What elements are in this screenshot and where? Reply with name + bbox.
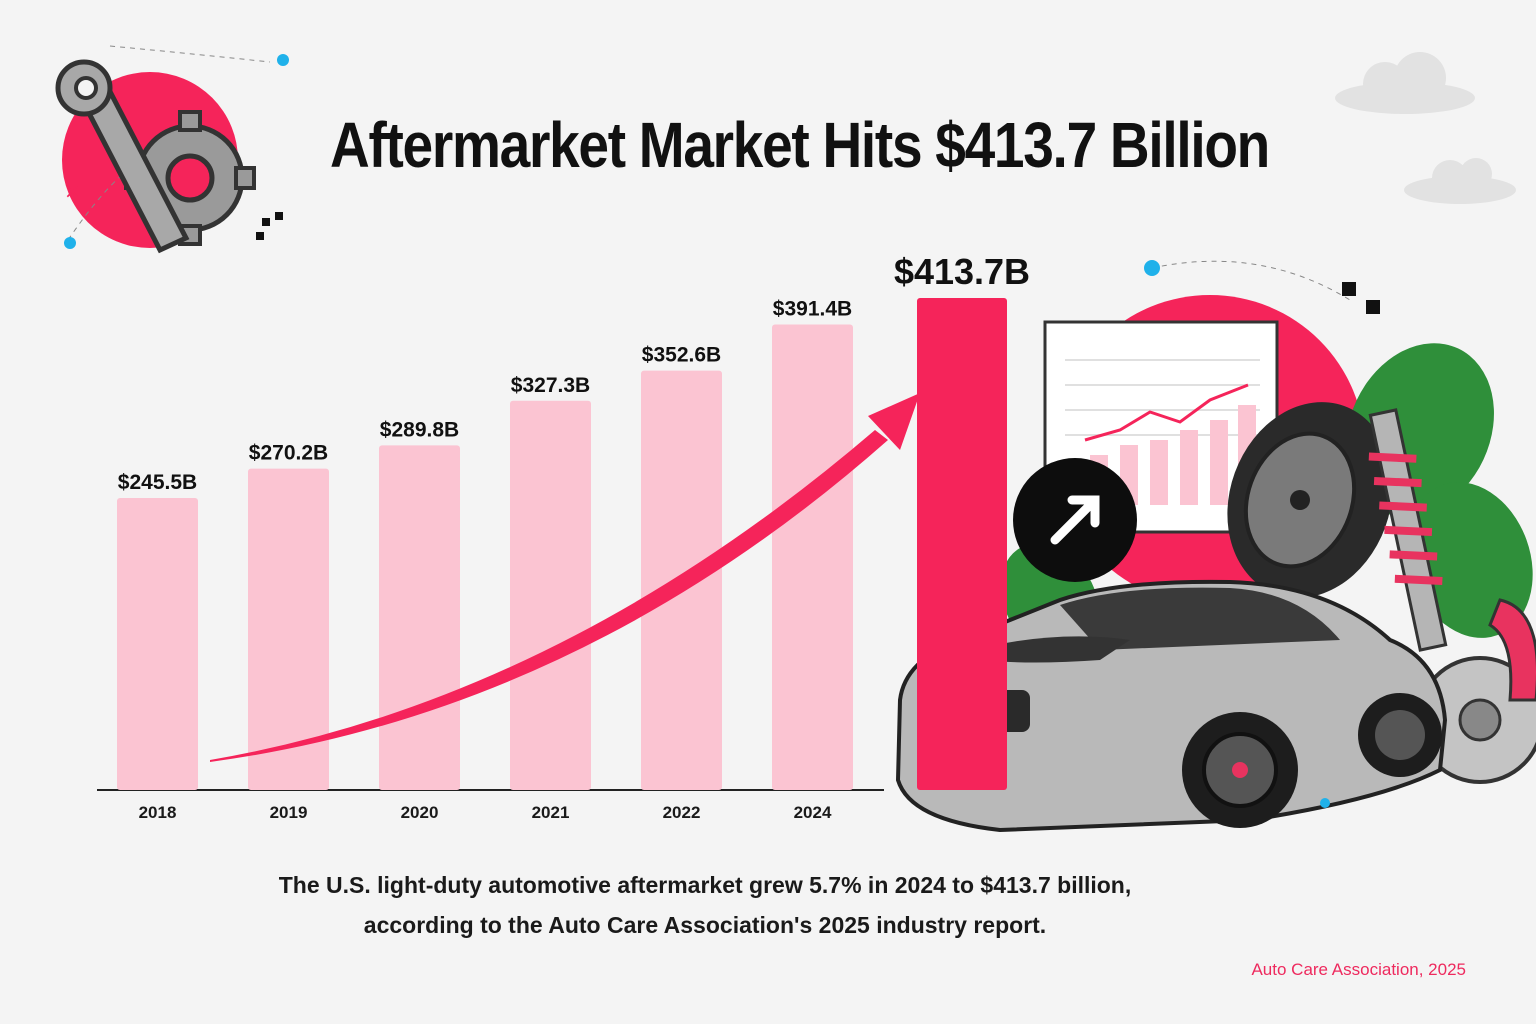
bar-value-label-5: $391.4B — [773, 298, 852, 321]
bar-5 — [772, 324, 853, 790]
x-tick-label-4: 2022 — [663, 803, 701, 822]
trend-arrow-icon — [1013, 458, 1137, 582]
bar-value-label-1: $270.2B — [249, 442, 328, 465]
bar-2 — [379, 445, 460, 790]
bar-value-label-6: $413.7B — [894, 251, 1030, 292]
x-tick-label-1: 2019 — [270, 803, 308, 822]
trend-arrow-head — [868, 393, 920, 450]
x-tick-label-2: 2020 — [401, 803, 439, 822]
x-tick-label-3: 2021 — [532, 803, 570, 822]
right-illustration — [895, 260, 1536, 833]
bar-value-label-0: $245.5B — [118, 471, 197, 494]
source-credit: Auto Care Association, 2025 — [1251, 960, 1466, 979]
tire-icon — [1227, 402, 1393, 598]
bar-3 — [510, 400, 591, 790]
svg-text:×: × — [64, 179, 81, 203]
bar-1 — [248, 468, 329, 790]
caption-line-2: according to the Auto Care Association's… — [363, 912, 1047, 938]
caption-line-1: The U.S. light-duty automotive aftermark… — [278, 872, 1132, 898]
cloud-icon — [1335, 52, 1516, 204]
car-illustration — [895, 579, 1448, 833]
brake-disc-icon — [1416, 598, 1536, 784]
bar-0 — [117, 498, 198, 790]
page-title: Aftermarket Market Hits $413.7 Billion — [330, 109, 1270, 181]
x-tick-label-0: 2018 — [139, 803, 177, 822]
bar-6 — [917, 298, 1007, 790]
shock-absorber-icon — [1368, 408, 1448, 652]
bar-value-label-3: $327.3B — [511, 374, 590, 397]
bar-value-label-2: $289.8B — [380, 418, 459, 441]
bar-value-label-4: $352.6B — [642, 344, 721, 367]
wrench-gear-icon: × — [55, 45, 289, 254]
x-tick-label-5: 2024 — [794, 803, 832, 822]
